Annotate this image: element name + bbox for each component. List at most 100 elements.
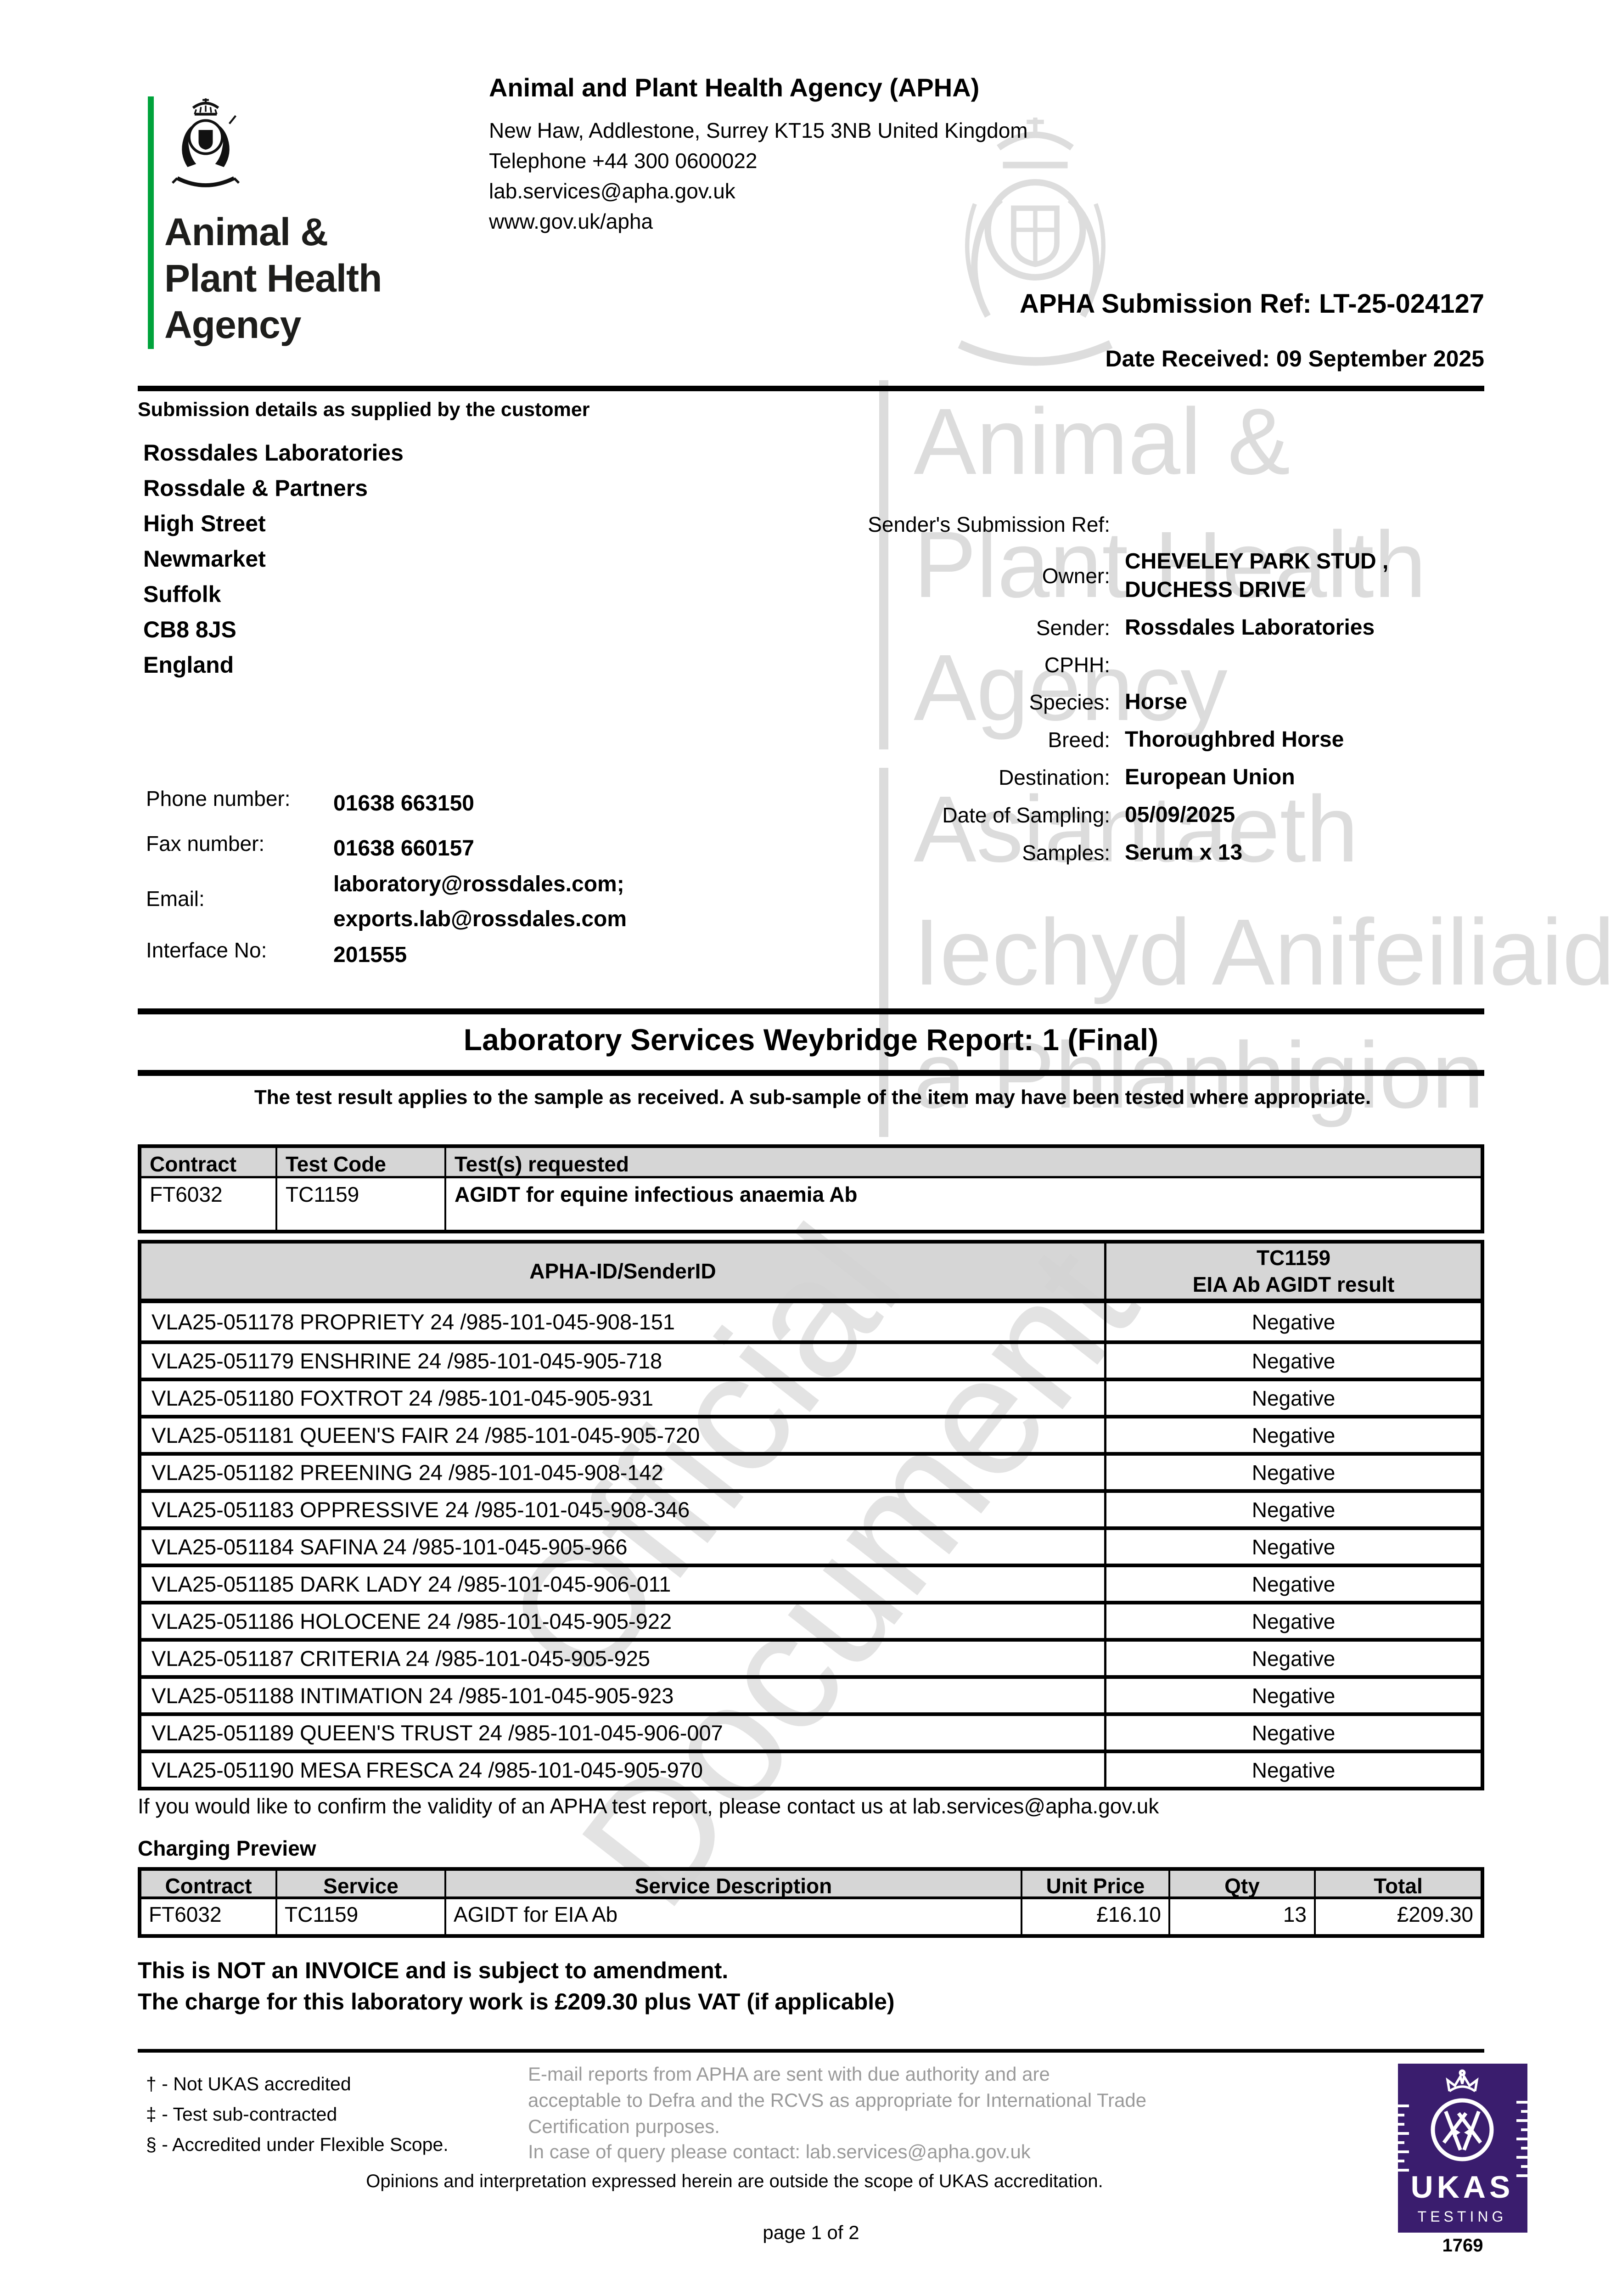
customer-address-line: CB8 8JS <box>143 617 236 642</box>
tests-requested-header-row: Contract Test Code Test(s) requested <box>141 1148 1481 1178</box>
customer-address-block: Rossdales Laboratories Rossdale & Partner… <box>143 435 404 683</box>
detail-label: Breed: <box>1048 728 1110 752</box>
result-row: VLA25-051185 DARK LADY 24 /985-101-045-9… <box>141 1564 1481 1601</box>
detail-row: Samples: Serum x 13 <box>780 838 1490 867</box>
detail-label: Owner: <box>1042 564 1110 588</box>
email-authority-line: acceptable to Defra and the RCVS as appr… <box>528 2089 1147 2111</box>
crest-watermark-icon <box>927 117 1143 422</box>
contact-value: 201555 <box>333 943 407 967</box>
customer-address-line: Newmarket <box>143 546 266 572</box>
title-rule-bottom <box>138 1070 1484 1076</box>
header-divider <box>138 386 1484 391</box>
detail-label: Samples: <box>1022 841 1110 865</box>
customer-address-line: High Street <box>143 511 266 536</box>
column-header: Service <box>277 1871 446 1898</box>
svg-text:TESTING: TESTING <box>1418 2208 1507 2225</box>
result-row: VLA25-051183 OPPRESSIVE 24 /985-101-045-… <box>141 1489 1481 1526</box>
accreditation-footnotes: † - Not UKAS accredited ‡ - Test sub-cont… <box>146 2069 449 2160</box>
sample-id-cell: VLA25-051182 PREENING 24 /985-101-045-90… <box>141 1456 1106 1489</box>
charging-data-row: FT6032 TC1159 AGIDT for EIA Ab £16.10 13… <box>141 1899 1481 1934</box>
result-row: VLA25-051188 INTIMATION 24 /985-101-045-… <box>141 1675 1481 1712</box>
result-cell: Negative <box>1252 1460 1336 1485</box>
query-contact-note: In case of query please contact: lab.ser… <box>528 2141 1031 2162</box>
report-title: Laboratory Services Weybridge Report: 1 … <box>463 1023 1159 1057</box>
sample-id-cell: VLA25-051180 FOXTROT 24 /985-101-045-905… <box>141 1381 1106 1415</box>
service-description-cell: AGIDT for EIA Ab <box>446 1899 1022 1934</box>
logo-line: Agency <box>164 303 301 346</box>
total-cell: £209.30 <box>1397 1902 1473 1926</box>
result-cell: Negative <box>1252 1497 1336 1522</box>
detail-value: European Union <box>1125 765 1295 789</box>
submission-ref: APHA Submission Ref: LT-25-024127 <box>1019 289 1484 319</box>
service-cell: TC1159 <box>277 1899 446 1934</box>
result-cell: Negative <box>1252 1683 1336 1708</box>
sample-id-cell: VLA25-051183 OPPRESSIVE 24 /985-101-045-… <box>141 1493 1106 1526</box>
agency-name-watermark: Animal & Plant Health Agency Asiantaeth … <box>879 380 1615 1137</box>
contact-row: Phone number: 01638 663150 <box>146 786 474 821</box>
column-header: Test(s) requested <box>455 1152 629 1176</box>
column-header: Total <box>1374 1874 1423 1898</box>
sample-id-cell: VLA25-051179 ENSHRINE 24 /985-101-045-90… <box>141 1344 1106 1378</box>
agency-address: New Haw, Addlestone, Surrey KT15 3NB Uni… <box>489 118 1028 142</box>
result-row: VLA25-051186 HOLOCENE 24 /985-101-045-90… <box>141 1601 1481 1638</box>
charging-section-title: Charging Preview <box>138 1836 316 1860</box>
royal-crest-icon <box>166 97 245 208</box>
sample-id-cell: VLA25-051181 QUEEN'S FAIR 24 /985-101-04… <box>141 1418 1106 1452</box>
column-header: Test Code <box>277 1148 446 1176</box>
qty-cell: 13 <box>1170 1899 1316 1934</box>
date-received: Date Received: 09 September 2025 <box>1105 346 1484 371</box>
charging-table: Contract Service Service Description Uni… <box>138 1867 1484 1938</box>
contact-value: 01638 663150 <box>333 791 474 816</box>
column-header: Unit Price <box>1022 1871 1170 1898</box>
result-row: VLA25-051181 QUEEN'S FAIR 24 /985-101-04… <box>141 1415 1481 1452</box>
result-cell: Negative <box>1252 1423 1336 1447</box>
title-rule-top <box>138 1008 1484 1014</box>
result-cell: Negative <box>1252 1386 1336 1410</box>
agency-telephone: Telephone +44 300 0600022 <box>489 149 758 173</box>
ukas-testing-logo: UKAS TESTING <box>1398 2064 1527 2235</box>
detail-row: Species: Horse <box>780 688 1490 716</box>
result-cell: Negative <box>1252 1535 1336 1559</box>
column-header: Service Description <box>446 1871 1022 1898</box>
email-authority-note: E-mail reports from APHA are sent with d… <box>528 2061 1146 2139</box>
detail-row: Owner: CHEVELEY PARK STUD , DUCHESS DRIV… <box>780 547 1490 604</box>
contact-value: laboratory@rossdales.com; exports.lab@ro… <box>333 872 627 931</box>
logo-line: Plant Health <box>164 257 382 300</box>
charging-header-row: Contract Service Service Description Uni… <box>141 1871 1481 1899</box>
footer-divider <box>138 2049 1484 2053</box>
result-cell: Negative <box>1252 1758 1336 1782</box>
ukas-accreditation-number: 1769 <box>1442 2235 1483 2256</box>
email-authority-line: Certification purposes. <box>528 2116 720 2137</box>
column-header: Qty <box>1170 1871 1316 1898</box>
sample-id-cell: VLA25-051185 DARK LADY 24 /985-101-045-9… <box>141 1567 1106 1601</box>
customer-address-line: Suffolk <box>143 581 221 607</box>
tests-requested-data-row: FT6032 TC1159 AGIDT for equine infectiou… <box>141 1178 1481 1230</box>
customer-address-line: England <box>143 652 234 678</box>
customer-address-line: Rossdale & Partners <box>143 475 368 501</box>
detail-row: CPHH: <box>780 651 1490 679</box>
customer-address-line: Rossdales Laboratories <box>143 440 404 466</box>
result-cell: Negative <box>1252 1349 1336 1373</box>
result-cell: Negative <box>1252 1310 1336 1334</box>
detail-value: CHEVELEY PARK STUD , DUCHESS DRIVE <box>1125 549 1389 602</box>
agency-contact-block: Animal and Plant Health Agency (APHA) Ne… <box>489 73 1485 236</box>
svg-text:UKAS: UKAS <box>1411 2170 1514 2205</box>
unit-price-cell: £16.10 <box>1022 1899 1170 1934</box>
detail-value: Serum x 13 <box>1125 840 1243 865</box>
apha-logo-wordmark: Animal & Plant Health Agency <box>164 209 382 348</box>
detail-row: Breed: Thoroughbred Horse <box>780 726 1490 754</box>
detail-label: Sender's Submission Ref: <box>868 512 1110 536</box>
result-row: VLA25-051187 CRITERIA 24 /985-101-045-90… <box>141 1638 1481 1675</box>
result-row: VLA25-051179 ENSHRINE 24 /985-101-045-90… <box>141 1340 1481 1378</box>
footnote-line: † - Not UKAS accredited <box>146 2073 351 2094</box>
detail-value: Horse <box>1125 690 1188 714</box>
contact-label: Phone number: <box>146 787 291 810</box>
sample-id-cell: VLA25-051186 HOLOCENE 24 /985-101-045-90… <box>141 1604 1106 1638</box>
sample-id-cell: VLA25-051189 QUEEN'S TRUST 24 /985-101-0… <box>141 1716 1106 1750</box>
result-cell: Negative <box>1252 1721 1336 1745</box>
detail-value: 05/09/2025 <box>1125 803 1235 827</box>
column-header-result: TC1159 EIA Ab AGIDT result <box>1192 1246 1395 1296</box>
validity-note: If you would like to confirm the validit… <box>138 1794 1159 1818</box>
contact-row: Email: laboratory@rossdales.com; exports… <box>146 867 627 937</box>
report-note: The test result applies to the sample as… <box>254 1086 1371 1109</box>
